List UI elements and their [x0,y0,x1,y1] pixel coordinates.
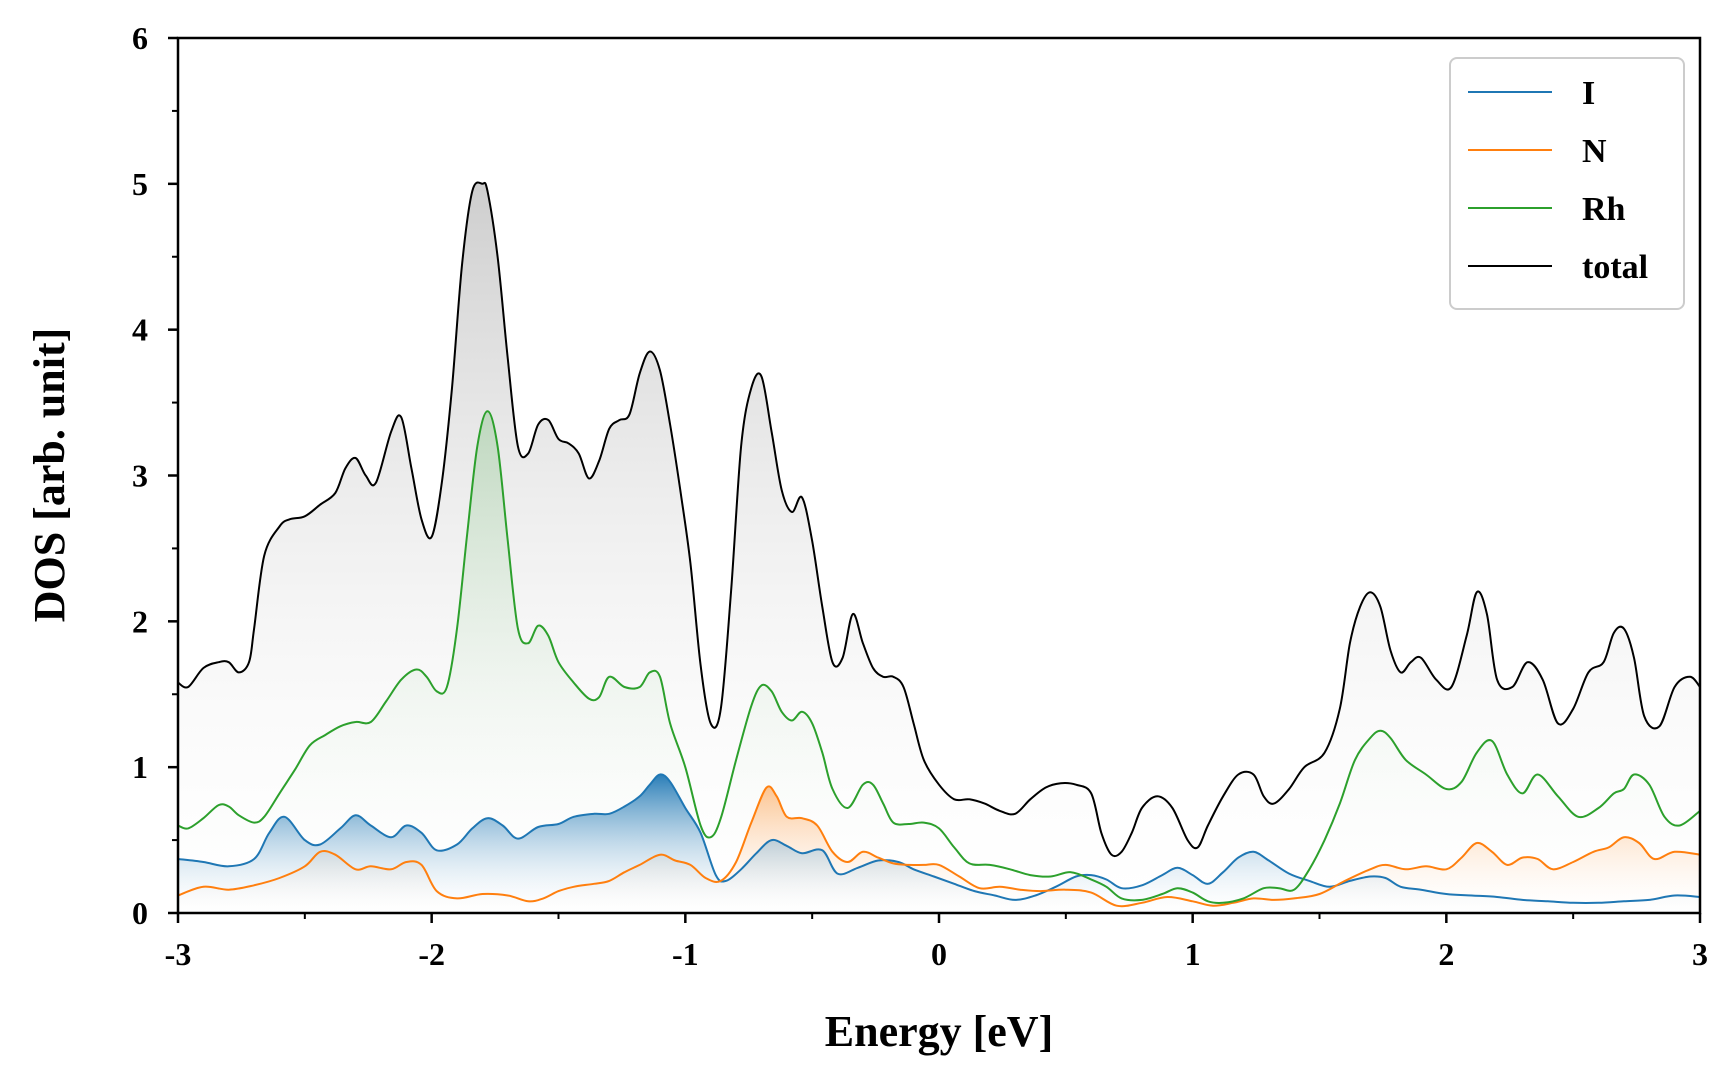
area-i [178,774,1700,913]
x-tick-label: 2 [1438,936,1454,972]
series-lines [178,181,1700,908]
y-tick-label: 2 [132,603,148,639]
legend-label-total: total [1582,249,1648,286]
y-tick-label: 6 [132,20,148,56]
x-tick-label: 3 [1692,936,1708,972]
y-tick-label: 0 [132,895,148,931]
y-tick-label: 1 [132,749,148,785]
x-tick-label: -1 [672,936,699,972]
x-tick-label: 0 [931,936,947,972]
line-n [178,785,1700,908]
legend-label-rh: Rh [1582,191,1626,228]
x-axis-label: Energy [eV] [825,1007,1054,1056]
y-axis: 0 1 2 3 4 5 6 [132,20,178,931]
x-tick-label: 1 [1185,936,1201,972]
area-rh [178,411,1700,913]
line-i [178,773,1700,904]
legend: IN Rh total [1449,57,1685,310]
legend-label-i: I [1582,75,1595,112]
legend-label-n: N [1582,133,1607,170]
x-axis: -3 -2 -1 0 1 2 3 [165,913,1708,972]
y-tick-label: 3 [132,458,148,494]
line-rh [178,410,1700,905]
x-tick-label: -3 [165,936,192,972]
y-tick-label: 4 [132,312,148,348]
line-total [178,181,1700,858]
y-tick-label: 5 [132,166,148,202]
x-tick-label: -2 [418,936,445,972]
legend-box [1449,57,1685,310]
y-axis-label: DOS [arb. unit] [25,328,74,623]
